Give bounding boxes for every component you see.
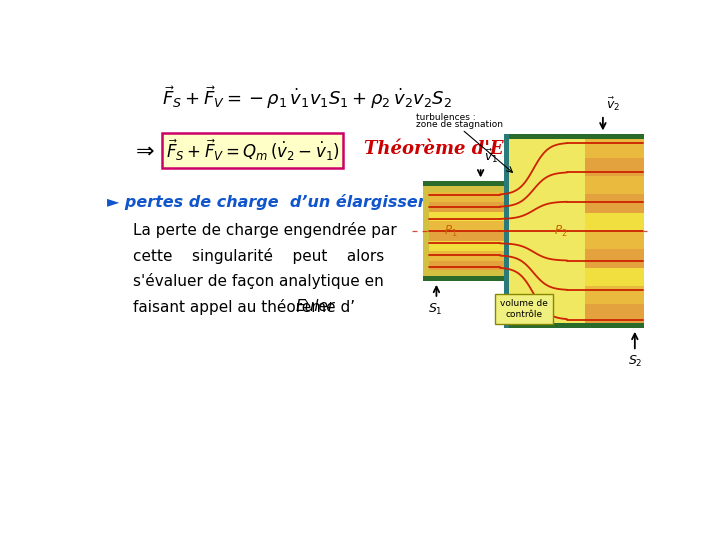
Bar — [585, 213, 644, 231]
FancyBboxPatch shape — [162, 132, 343, 168]
Bar — [504, 134, 509, 328]
Text: $\vec{F}_S + \vec{F}_V = Q_m\,(\dot{v}_2 - \dot{v}_1)$: $\vec{F}_S + \vec{F}_V = Q_m\,(\dot{v}_2… — [166, 138, 340, 163]
Text: cette    singularité    peut    alors: cette singularité peut alors — [132, 248, 384, 264]
Bar — [585, 305, 644, 323]
Text: $\vec{v}_1$: $\vec{v}_1$ — [484, 147, 498, 165]
Text: $\vec{F}_S + \vec{F}_V = -\rho_1\,\dot{v}_1 v_1 S_1 + \rho_2\,\dot{v}_2 v_2 S_2$: $\vec{F}_S + \vec{F}_V = -\rho_1\,\dot{v… — [162, 84, 452, 111]
Bar — [509, 134, 644, 139]
Text: faisant appel au théorème d’: faisant appel au théorème d’ — [132, 299, 355, 315]
Bar — [428, 231, 504, 241]
Text: s'évaluer de façon analytique en: s'évaluer de façon analytique en — [132, 273, 383, 289]
Text: volume de
contrôle: volume de contrôle — [500, 299, 548, 319]
Text: La perte de charge engendrée par: La perte de charge engendrée par — [132, 222, 397, 238]
Bar — [585, 268, 644, 286]
Bar — [428, 192, 504, 271]
Bar — [428, 251, 504, 260]
FancyBboxPatch shape — [495, 294, 554, 323]
Text: $\vec{v}_2$: $\vec{v}_2$ — [606, 95, 620, 112]
Text: $P_2$: $P_2$ — [554, 224, 568, 239]
Bar — [585, 158, 644, 176]
Bar — [585, 139, 644, 158]
Bar — [428, 192, 504, 202]
Bar — [504, 134, 644, 328]
Bar — [585, 249, 644, 268]
Bar — [428, 212, 504, 221]
Text: Euler: Euler — [295, 299, 335, 314]
Bar — [428, 221, 504, 231]
Bar — [509, 323, 644, 328]
Bar — [428, 260, 504, 271]
Bar — [504, 134, 509, 186]
Text: zone de stagnation: zone de stagnation — [415, 120, 503, 130]
Bar — [428, 202, 504, 212]
Bar — [585, 231, 644, 249]
Bar — [423, 276, 509, 281]
Text: Théorème d'EULER: Théorème d'EULER — [364, 140, 560, 159]
Bar — [423, 186, 504, 276]
Text: $\Rightarrow$: $\Rightarrow$ — [131, 140, 155, 162]
Bar — [504, 139, 644, 323]
Bar — [504, 139, 563, 181]
Bar — [423, 181, 509, 186]
Text: $S_2$: $S_2$ — [628, 354, 642, 369]
Text: ► pertes de charge  d’un élargissement brusque: ► pertes de charge d’un élargissement br… — [107, 194, 544, 210]
Text: $S_1$: $S_1$ — [428, 302, 442, 317]
Text: $P_1$: $P_1$ — [444, 224, 458, 239]
Bar — [585, 194, 644, 213]
Bar — [504, 276, 563, 323]
Bar — [585, 286, 644, 305]
Bar — [585, 176, 644, 194]
Bar — [504, 281, 509, 328]
Bar — [428, 241, 504, 251]
Text: turbulences :: turbulences : — [415, 113, 475, 122]
